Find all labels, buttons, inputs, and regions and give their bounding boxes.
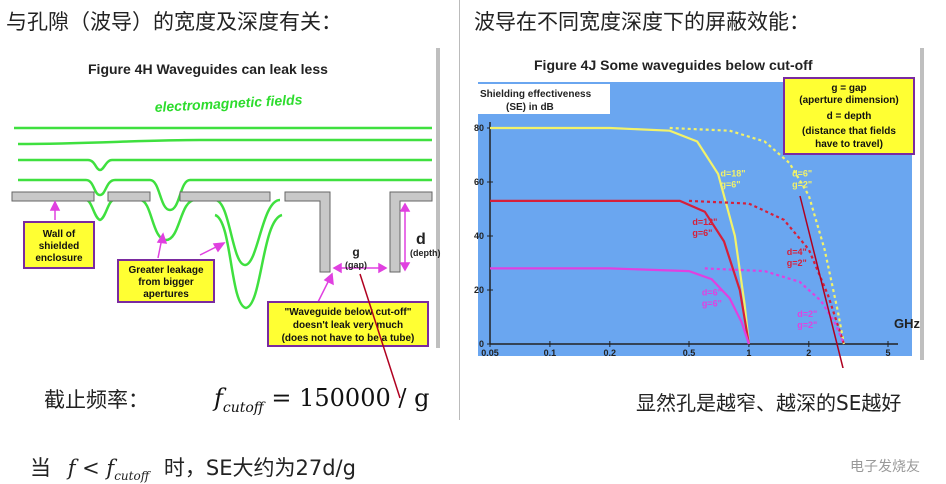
series-label: d=6": [702, 287, 722, 297]
watermark: 电子发烧友: [850, 459, 920, 475]
field-lines: [14, 126, 432, 310]
series-label: g=2": [787, 258, 807, 268]
panel-divider: [459, 0, 460, 420]
waveguide-leak-diagram: Figure 4H Waveguides can leak less elect…: [11, 48, 441, 348]
svg-text:shielded: shielded: [39, 241, 80, 252]
series-label: g=6": [692, 228, 712, 238]
left-heading: 与孔隙（波导）的宽度及深度有关：: [6, 10, 342, 34]
x-axis-label: GHz: [894, 316, 921, 331]
x-tick-label: 0.5: [683, 348, 696, 358]
cutoff-label: 截止频率：: [44, 388, 149, 412]
svg-text:(aperture dimension): (aperture dimension): [799, 95, 898, 106]
formula-arrow: [359, 273, 401, 399]
callout-leakage: Greater leakage from bigger apertures: [117, 259, 215, 303]
note-arrow: [799, 195, 844, 368]
depth-label: d: [416, 231, 426, 248]
series-label: g=2": [792, 180, 812, 190]
svg-text:(distance that fields: (distance that fields: [802, 126, 896, 137]
svg-text:Wall of: Wall of: [43, 229, 76, 240]
condition-sub: cutoff: [114, 469, 150, 484]
figure-4j-title: Figure 4J Some waveguides below cut-off: [534, 57, 813, 73]
x-tick-label: 5: [885, 348, 890, 358]
series-label: g=2": [797, 320, 817, 330]
x-tick-label: 2: [806, 348, 811, 358]
svg-text:from bigger: from bigger: [138, 277, 194, 288]
figure-edge: [436, 48, 440, 348]
svg-text:(does not have to be a tube): (does not have to be a tube): [282, 333, 415, 344]
series-label: g=6": [721, 180, 741, 190]
series-label: d=4": [787, 247, 807, 257]
svg-text:Greater leakage: Greater leakage: [128, 265, 203, 276]
condition-fc: f: [106, 456, 115, 480]
svg-text:apertures: apertures: [143, 289, 189, 300]
conclusion-note: 显然孔是越窄、越深的SE越好: [636, 391, 902, 415]
callout-waveguide: "Waveguide below cut-off" doesn't leak v…: [267, 301, 429, 347]
series-line: [704, 267, 845, 345]
y-tick-label: 80: [474, 123, 484, 133]
enclosure-wall: [11, 191, 433, 273]
depth-sub: (depth): [410, 248, 441, 258]
series-label: g=6": [702, 298, 722, 308]
x-tick-label: 0.05: [481, 348, 499, 358]
series-label: d=12": [692, 217, 717, 227]
y-tick-label: 0: [479, 339, 484, 349]
callout-wall: Wall of shielded enclosure: [23, 221, 95, 269]
shielding-chart: Figure 4J Some waveguides below cut-off …: [472, 48, 934, 368]
x-tick-label: 0.1: [544, 348, 557, 358]
field-label: electromagnetic fields: [154, 91, 303, 115]
svg-text:g = gap: g = gap: [831, 83, 866, 94]
chart-edge: [920, 48, 924, 360]
svg-text:"Waveguide below cut-off": "Waveguide below cut-off": [285, 307, 412, 318]
formula-f-sub: cutoff: [222, 399, 264, 416]
legend-box: g = gap (aperture dimension) d = depth (…: [783, 77, 915, 155]
series-line: [490, 199, 750, 345]
x-tick-label: 1: [746, 348, 751, 358]
series-line: [669, 126, 845, 345]
svg-text:d = depth: d = depth: [827, 111, 872, 122]
svg-text:have to travel): have to travel): [815, 139, 883, 150]
x-tick-label: 0.2: [604, 348, 617, 358]
svg-text:enclosure: enclosure: [35, 253, 83, 264]
cutoff-formula: fcutoff = 150000 / g: [214, 384, 429, 416]
condition-suffix: 时，SE大约为27d/g: [163, 456, 356, 480]
series-line: [688, 199, 845, 345]
series-label: d=18": [721, 169, 746, 179]
gap-sub: (gap): [345, 260, 367, 270]
ylabel-box: [478, 84, 610, 114]
formula-f: f: [214, 384, 223, 412]
series-line: [490, 126, 750, 345]
figure-4h-title: Figure 4H Waveguides can leak less: [88, 61, 328, 77]
right-heading: 波导在不同宽度深度下的屏蔽效能：: [474, 10, 810, 34]
y-tick-label: 60: [474, 177, 484, 187]
y-axis-label-1: Shielding effectiveness: [480, 89, 592, 100]
condition-prefix: 当: [30, 456, 51, 480]
svg-text:doesn't leak very much: doesn't leak very much: [293, 320, 403, 331]
series-line: [490, 267, 750, 345]
series-label: d=6": [792, 169, 812, 179]
y-axis-label-2: (SE) in dB: [506, 102, 554, 113]
y-tick-label: 20: [474, 285, 484, 295]
dimension-arrows: [332, 202, 411, 274]
gap-label: g: [352, 245, 359, 259]
condition-line: 当 f < fcutoff 时，SE大约为27d/g: [30, 452, 356, 483]
formula-rhs: = 150000 / g: [271, 384, 430, 412]
condition-f: f: [67, 456, 76, 480]
series-label: d=2": [797, 309, 817, 319]
condition-lt: <: [75, 456, 107, 480]
callout-arrows: [49, 200, 334, 303]
y-tick-label: 40: [474, 231, 484, 241]
